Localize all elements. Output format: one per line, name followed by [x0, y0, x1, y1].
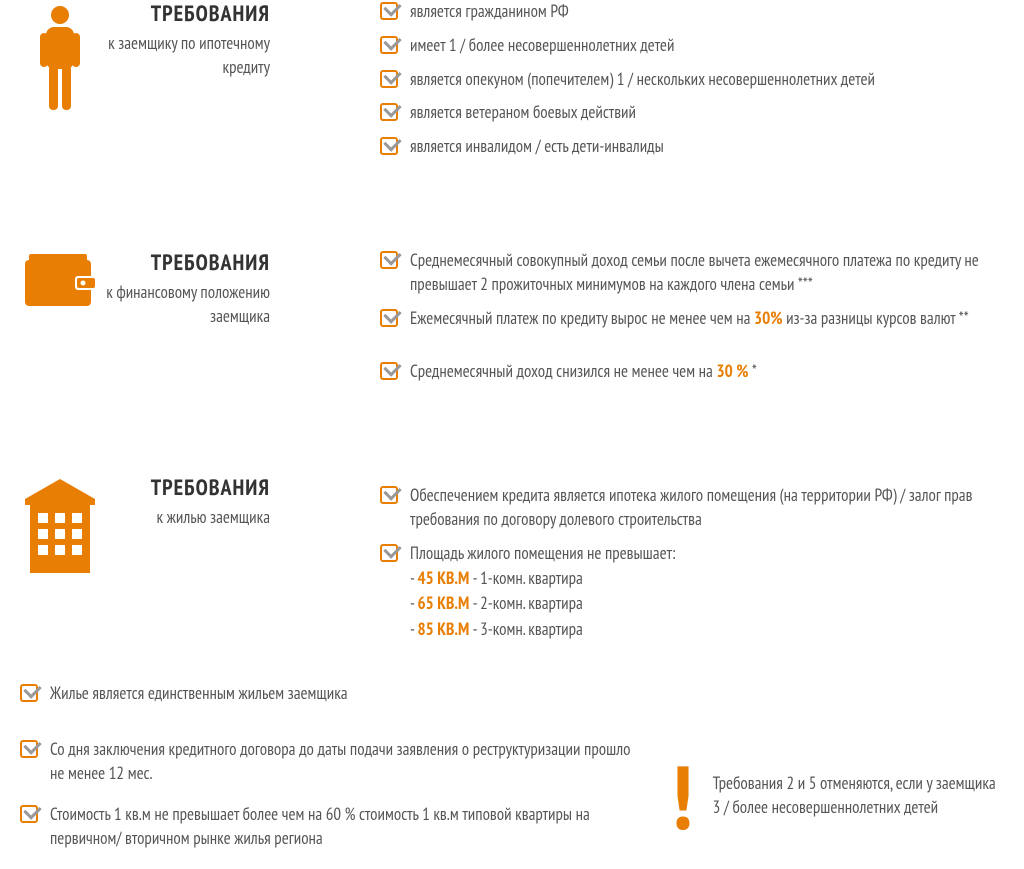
check-text: является инвалидом / есть дети-инвалиды	[410, 135, 664, 159]
checkbox-icon	[380, 36, 398, 54]
checkbox-icon	[380, 544, 398, 562]
checkbox-icon	[380, 137, 398, 155]
section2-subtitle: к финансовому положению заемщика	[100, 281, 270, 329]
area-header: Площадь жилого помещения не превышает:	[410, 542, 676, 566]
section2-title-box: ТРЕБОВАНИЯ к финансовому положению заемщ…	[100, 249, 280, 329]
check-text: Ежемесячный платеж по кредиту вырос не м…	[410, 307, 969, 331]
check-text: имеет 1 / более несовершеннолетних детей	[410, 34, 674, 58]
checkbox-icon	[380, 362, 398, 380]
highlight-30-percent: 30 %	[716, 360, 748, 382]
left-column: ТРЕБОВАНИЯ к жилью заемщика	[20, 474, 350, 652]
section3-title-box: ТРЕБОВАНИЯ к жилью заемщика	[100, 474, 280, 530]
section-financial-requirements: ТРЕБОВАНИЯ к финансовому положению заемщ…	[20, 249, 1004, 394]
checkbox-icon	[380, 70, 398, 88]
left-column: ТРЕБОВАНИЯ к заемщику по ипотечному кред…	[20, 0, 350, 169]
check-text: является ветераном боевых действий	[410, 101, 636, 125]
exclamation-note: Требования 2 и 5 отменяются, если у заем…	[713, 772, 1004, 820]
bottom-left: Жилье является единственным жильем заемщ…	[20, 682, 640, 869]
checkbox-icon	[380, 486, 398, 504]
checkbox-icon	[20, 805, 38, 823]
checkbox-icon	[380, 309, 398, 327]
section1-title-box: ТРЕБОВАНИЯ к заемщику по ипотечному кред…	[100, 0, 280, 80]
section1-items: является гражданином РФ имеет 1 / более …	[350, 0, 1004, 169]
area-requirements: Площадь жилого помещения не превышает: -…	[410, 542, 676, 642]
person-icon-box	[20, 0, 100, 115]
section-borrower-requirements: ТРЕБОВАНИЯ к заемщику по ипотечному кред…	[20, 0, 1004, 169]
checkbox-icon	[20, 740, 38, 758]
area-line-2: - 65 КВ.М - 2-комн. квартира	[410, 591, 676, 617]
section3-subtitle: к жилью заемщика	[100, 506, 270, 530]
check-text: является опекуном (попечителем) 1 / неск…	[410, 68, 875, 92]
section3-title: ТРЕБОВАНИЯ	[100, 474, 270, 502]
building-icon-box	[20, 474, 100, 574]
check-text: Со дня заключения кредитного договора до…	[50, 738, 640, 786]
building-icon	[25, 479, 95, 574]
checkbox-icon	[20, 684, 38, 702]
section3-items: Обеспечением кредита является ипотека жи…	[350, 474, 1004, 652]
check-text: Жилье является единственным жильем заемщ…	[50, 682, 348, 706]
check-text: Среднемесячный совокупный доход семьи по…	[410, 249, 1004, 297]
section2-items: Среднемесячный совокупный доход семьи по…	[350, 249, 1004, 394]
wallet-icon-box	[20, 249, 100, 309]
section-housing-requirements: ТРЕБОВАНИЯ к жилью заемщика Обеспечением…	[20, 474, 1004, 652]
checkbox-icon	[380, 103, 398, 121]
section1-subtitle: к заемщику по ипотечному кредиту	[100, 32, 270, 80]
area-line-1: - 45 КВ.М - 1-комн. квартира	[410, 566, 676, 592]
check-text: Обеспечением кредита является ипотека жи…	[410, 484, 1004, 532]
wallet-icon	[25, 254, 95, 309]
check-text: Стоимость 1 кв.м не превышает более чем …	[50, 803, 640, 851]
check-text: Среднемесячный доход снизился не менее ч…	[410, 360, 757, 384]
person-icon	[38, 5, 83, 115]
bottom-right: ! Требования 2 и 5 отменяются, если у за…	[640, 682, 1004, 869]
bottom-section: Жилье является единственным жильем заемщ…	[20, 682, 1004, 869]
section2-title: ТРЕБОВАНИЯ	[100, 249, 270, 277]
checkbox-icon	[380, 2, 398, 20]
section1-title: ТРЕБОВАНИЯ	[100, 0, 270, 28]
area-line-3: - 85 КВ.М - 3-комн. квартира	[410, 617, 676, 643]
checkbox-icon	[380, 251, 398, 269]
check-text: является гражданином РФ	[410, 0, 569, 24]
highlight-30-percent: 30%	[754, 307, 783, 329]
exclamation-icon: !	[670, 755, 693, 836]
left-column: ТРЕБОВАНИЯ к финансовому положению заемщ…	[20, 249, 350, 394]
